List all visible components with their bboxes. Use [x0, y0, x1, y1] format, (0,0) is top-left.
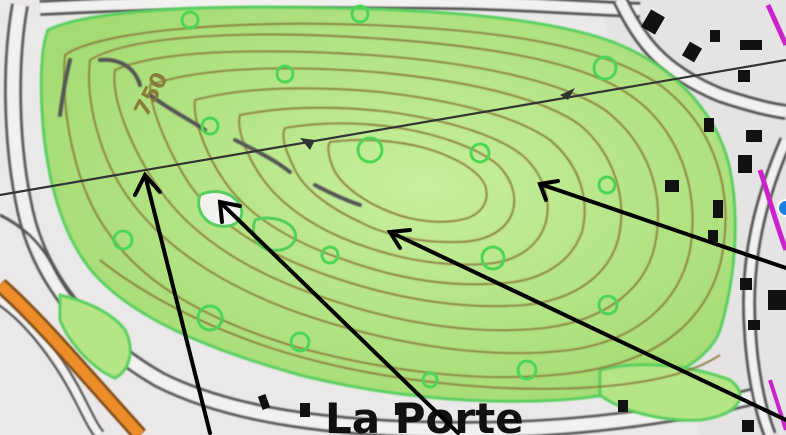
building — [618, 400, 628, 412]
power-line — [0, 58, 786, 197]
forest-clearing-outline — [252, 216, 297, 252]
arrow-to-slope — [388, 230, 786, 422]
tree-symbol — [356, 136, 384, 164]
tree-symbol — [597, 294, 619, 316]
tree-symbol — [480, 245, 506, 271]
admin-boundary — [768, 379, 786, 431]
power-line-marker — [560, 88, 575, 100]
tree-symbol — [289, 331, 311, 353]
tree-symbol — [112, 229, 134, 251]
buildings — [257, 9, 786, 432]
top-road — [39, 0, 641, 15]
building — [746, 130, 762, 142]
tree-symbol — [516, 359, 538, 381]
tree-symbol — [196, 304, 224, 332]
building — [738, 70, 750, 82]
location-marker[interactable] — [777, 199, 786, 217]
tree-symbol — [592, 55, 618, 81]
building — [742, 420, 754, 432]
tree-symbol — [320, 245, 340, 265]
tree-symbol — [597, 175, 617, 195]
main-road — [0, 280, 145, 435]
tree-symbol — [200, 116, 220, 136]
tree-symbols — [112, 4, 619, 389]
building — [257, 394, 271, 410]
arrowhead — [537, 179, 560, 202]
power-line-marker — [300, 138, 315, 150]
building — [704, 118, 714, 132]
tree-symbol — [421, 371, 439, 389]
building — [710, 30, 720, 42]
building — [641, 9, 665, 35]
ring-road — [7, 3, 762, 435]
building — [681, 41, 703, 63]
admin-boundary — [757, 3, 786, 251]
forest-area — [39, 5, 742, 422]
building — [740, 40, 762, 50]
annotation-arrows — [143, 173, 786, 435]
building — [740, 278, 752, 290]
building — [768, 290, 786, 310]
arrow-to-summit — [538, 182, 786, 270]
tree-symbol — [180, 10, 200, 30]
southwest-road — [0, 297, 103, 435]
building — [300, 403, 310, 417]
contour-lines — [63, 22, 727, 390]
building — [738, 155, 752, 173]
arrowhead — [386, 228, 412, 250]
building — [708, 230, 718, 242]
tree-symbol — [275, 64, 295, 84]
tree-symbol — [350, 4, 370, 24]
arrowhead — [133, 171, 162, 197]
building — [395, 403, 405, 415]
tree-symbol — [469, 142, 491, 164]
arrow-to-power-line — [143, 173, 212, 435]
arrowhead — [217, 199, 242, 224]
building — [713, 200, 723, 218]
arrowheads — [133, 171, 560, 250]
northeast-road — [615, 0, 786, 117]
building — [748, 320, 760, 330]
arrow-to-clearing — [218, 200, 460, 435]
building — [665, 180, 679, 192]
